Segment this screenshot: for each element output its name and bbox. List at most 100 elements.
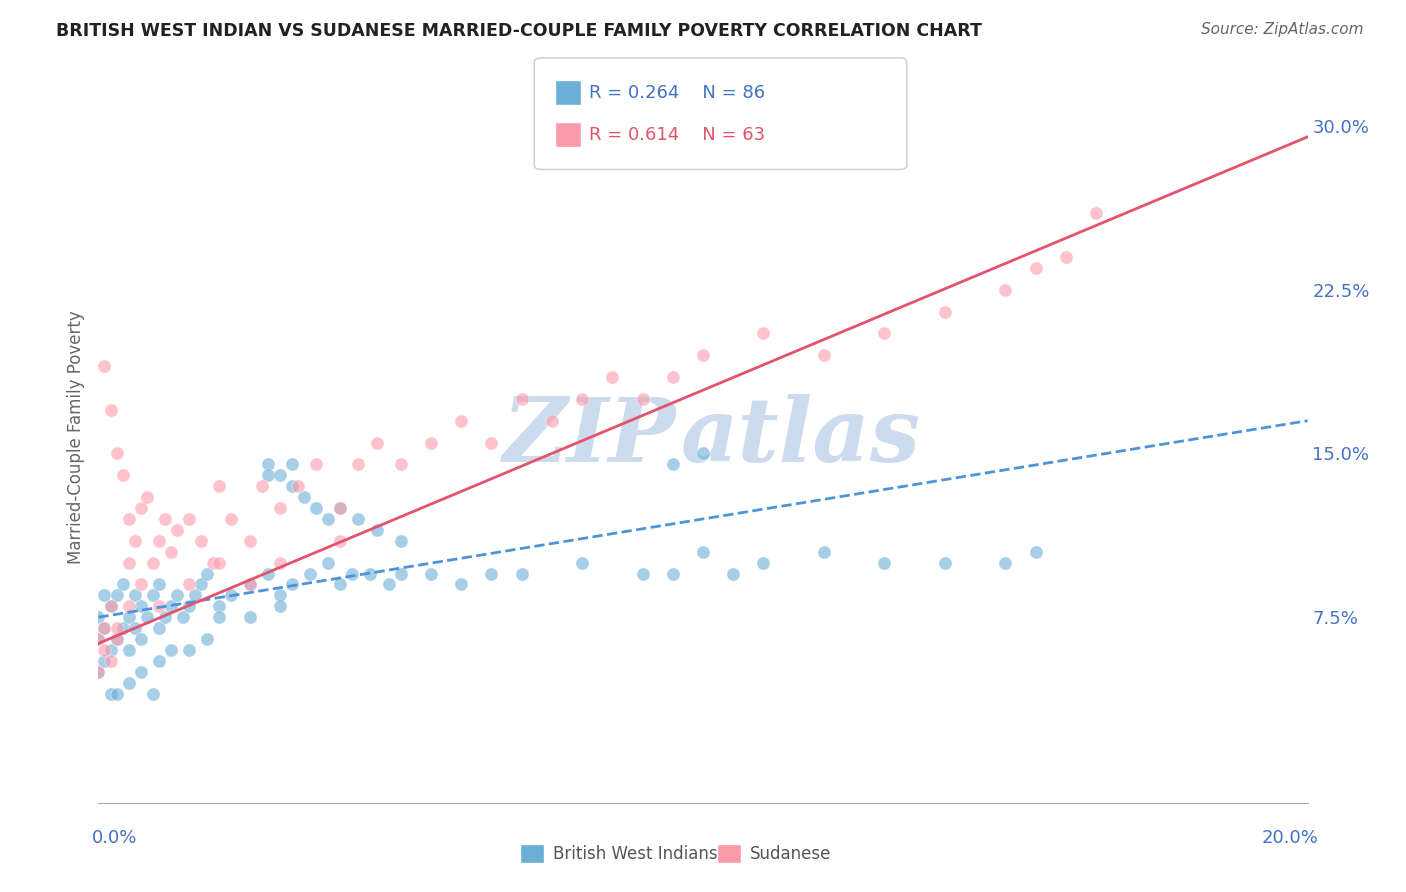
Point bbox=[124, 588, 146, 602]
Point bbox=[100, 643, 122, 657]
Point bbox=[160, 599, 183, 614]
Point bbox=[93, 621, 115, 635]
Text: R = 0.614    N = 63: R = 0.614 N = 63 bbox=[589, 126, 765, 144]
Point bbox=[184, 588, 207, 602]
Point bbox=[135, 610, 157, 624]
Point bbox=[269, 468, 291, 483]
Point bbox=[239, 577, 262, 591]
Point bbox=[153, 512, 176, 526]
Point bbox=[305, 501, 328, 516]
Point bbox=[100, 599, 122, 614]
Point bbox=[420, 435, 443, 450]
Text: Sudanese: Sudanese bbox=[749, 845, 831, 863]
Point bbox=[571, 556, 593, 570]
Point bbox=[723, 566, 745, 581]
Point bbox=[377, 577, 399, 591]
Point bbox=[873, 556, 896, 570]
Point bbox=[208, 610, 231, 624]
Point bbox=[631, 392, 654, 406]
Point bbox=[661, 370, 683, 384]
Point bbox=[692, 446, 714, 460]
Point bbox=[299, 566, 322, 581]
Point bbox=[329, 533, 352, 548]
Point bbox=[105, 621, 128, 635]
Text: BRITISH WEST INDIAN VS SUDANESE MARRIED-COUPLE FAMILY POVERTY CORRELATION CHART: BRITISH WEST INDIAN VS SUDANESE MARRIED-… bbox=[56, 22, 983, 40]
Point bbox=[148, 654, 170, 668]
Point bbox=[129, 665, 152, 679]
Point bbox=[105, 446, 128, 460]
Point bbox=[195, 566, 218, 581]
Point bbox=[129, 632, 152, 646]
Point bbox=[100, 654, 122, 668]
Point bbox=[813, 545, 835, 559]
Point bbox=[1024, 260, 1046, 275]
Point bbox=[269, 588, 291, 602]
Point bbox=[571, 392, 593, 406]
Point bbox=[111, 577, 134, 591]
Point bbox=[934, 304, 956, 318]
Point bbox=[100, 599, 122, 614]
Point bbox=[118, 512, 141, 526]
Point bbox=[111, 621, 134, 635]
Point bbox=[208, 479, 231, 493]
Point bbox=[87, 632, 110, 646]
Point bbox=[347, 458, 370, 472]
Point bbox=[692, 348, 714, 362]
Point bbox=[179, 512, 201, 526]
Point bbox=[93, 643, 115, 657]
Point bbox=[1085, 206, 1108, 220]
Point bbox=[87, 610, 110, 624]
Point bbox=[87, 632, 110, 646]
Text: Source: ZipAtlas.com: Source: ZipAtlas.com bbox=[1201, 22, 1364, 37]
Point bbox=[934, 556, 956, 570]
Point bbox=[692, 545, 714, 559]
Point bbox=[195, 632, 218, 646]
Point bbox=[450, 414, 472, 428]
Point bbox=[287, 479, 309, 493]
Point bbox=[93, 359, 115, 373]
Point bbox=[1054, 250, 1077, 264]
Point bbox=[281, 458, 304, 472]
Point bbox=[160, 545, 183, 559]
Point bbox=[105, 687, 128, 701]
Point bbox=[105, 588, 128, 602]
Text: 20.0%: 20.0% bbox=[1263, 829, 1319, 847]
Point bbox=[389, 566, 412, 581]
Point bbox=[269, 599, 291, 614]
Point bbox=[129, 501, 152, 516]
Point bbox=[281, 479, 304, 493]
Point bbox=[135, 490, 157, 504]
Point bbox=[190, 577, 212, 591]
Point bbox=[118, 610, 141, 624]
Point bbox=[179, 599, 201, 614]
Point bbox=[166, 523, 188, 537]
Point bbox=[752, 556, 775, 570]
Point bbox=[481, 566, 503, 581]
Point bbox=[450, 577, 472, 591]
Point bbox=[129, 577, 152, 591]
Point bbox=[602, 370, 624, 384]
Point bbox=[208, 599, 231, 614]
Point bbox=[661, 566, 683, 581]
Point bbox=[153, 610, 176, 624]
Point bbox=[208, 556, 231, 570]
Point bbox=[661, 458, 683, 472]
Point bbox=[1024, 545, 1046, 559]
Point bbox=[329, 577, 352, 591]
Point bbox=[105, 632, 128, 646]
Point bbox=[316, 512, 339, 526]
Point bbox=[142, 687, 165, 701]
Point bbox=[148, 577, 170, 591]
Point bbox=[256, 458, 278, 472]
Point bbox=[142, 556, 165, 570]
Text: 0.0%: 0.0% bbox=[91, 829, 136, 847]
Point bbox=[160, 643, 183, 657]
Point bbox=[100, 402, 122, 417]
Point bbox=[202, 556, 225, 570]
Point bbox=[148, 621, 170, 635]
Point bbox=[256, 468, 278, 483]
Y-axis label: Married-Couple Family Poverty: Married-Couple Family Poverty bbox=[66, 310, 84, 564]
Point bbox=[510, 566, 533, 581]
Point bbox=[329, 501, 352, 516]
Text: British West Indians: British West Indians bbox=[553, 845, 717, 863]
